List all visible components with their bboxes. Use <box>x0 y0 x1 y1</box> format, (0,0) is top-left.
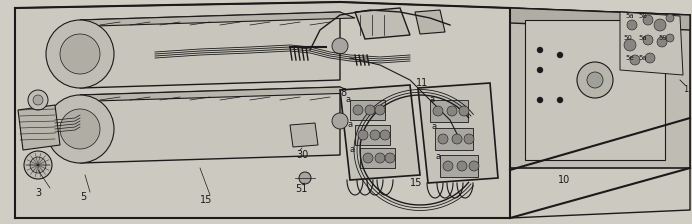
Circle shape <box>28 90 48 110</box>
Polygon shape <box>80 12 355 26</box>
Circle shape <box>438 134 448 144</box>
Text: a: a <box>435 152 440 161</box>
Polygon shape <box>510 8 690 30</box>
Text: 5: 5 <box>80 192 86 202</box>
Text: 30: 30 <box>296 150 308 160</box>
Text: 1: 1 <box>683 85 689 94</box>
Circle shape <box>537 47 543 53</box>
Text: 5a: 5a <box>625 13 634 19</box>
Circle shape <box>443 161 453 171</box>
Circle shape <box>33 95 43 105</box>
Circle shape <box>627 20 637 30</box>
Text: 51: 51 <box>295 184 307 194</box>
Circle shape <box>557 52 563 58</box>
Text: a: a <box>350 145 355 154</box>
Circle shape <box>353 105 363 115</box>
Circle shape <box>666 14 674 22</box>
Polygon shape <box>510 8 690 168</box>
Text: 50: 50 <box>623 35 632 41</box>
Circle shape <box>457 161 467 171</box>
Circle shape <box>46 20 114 88</box>
Circle shape <box>577 62 613 98</box>
Text: 58: 58 <box>638 13 647 19</box>
Text: a: a <box>348 120 353 129</box>
Circle shape <box>433 106 443 116</box>
Circle shape <box>452 134 462 144</box>
Circle shape <box>299 172 311 184</box>
Polygon shape <box>80 87 355 101</box>
Polygon shape <box>355 8 410 39</box>
Circle shape <box>46 95 114 163</box>
Circle shape <box>469 161 479 171</box>
Bar <box>525 20 665 160</box>
Bar <box>430 100 468 122</box>
Bar <box>360 148 395 168</box>
Circle shape <box>375 153 385 163</box>
Text: 59: 59 <box>658 35 667 41</box>
Circle shape <box>537 67 543 73</box>
Circle shape <box>654 19 666 31</box>
Circle shape <box>60 109 100 149</box>
Circle shape <box>332 38 348 54</box>
Circle shape <box>459 106 469 116</box>
Text: 5a: 5a <box>638 35 646 41</box>
Text: 15: 15 <box>200 195 212 205</box>
Text: 15: 15 <box>410 178 422 188</box>
Circle shape <box>370 130 380 140</box>
Circle shape <box>30 157 46 173</box>
Circle shape <box>24 151 52 179</box>
Polygon shape <box>290 123 318 147</box>
Polygon shape <box>340 85 420 180</box>
Text: 3: 3 <box>35 188 41 198</box>
Circle shape <box>666 34 674 42</box>
Text: a: a <box>345 95 350 104</box>
Circle shape <box>587 72 603 88</box>
Circle shape <box>643 35 653 45</box>
Circle shape <box>557 97 563 103</box>
Circle shape <box>380 130 390 140</box>
Circle shape <box>358 130 368 140</box>
Text: 10: 10 <box>558 175 570 185</box>
Bar <box>350 100 385 120</box>
Circle shape <box>332 113 348 129</box>
Circle shape <box>60 34 100 74</box>
Text: 5a: 5a <box>638 55 646 61</box>
Circle shape <box>624 39 636 51</box>
Polygon shape <box>80 87 340 163</box>
Circle shape <box>447 106 457 116</box>
Circle shape <box>537 97 543 103</box>
Polygon shape <box>620 12 683 75</box>
Circle shape <box>643 15 653 25</box>
Circle shape <box>630 55 640 65</box>
Circle shape <box>385 153 395 163</box>
Polygon shape <box>18 105 60 150</box>
Circle shape <box>645 53 655 63</box>
Polygon shape <box>415 10 445 34</box>
Circle shape <box>363 153 373 163</box>
Text: a: a <box>432 122 437 131</box>
Polygon shape <box>80 12 340 88</box>
Bar <box>355 125 390 145</box>
Text: 8: 8 <box>340 88 346 98</box>
Circle shape <box>365 105 375 115</box>
Circle shape <box>464 134 474 144</box>
Text: 11: 11 <box>416 78 428 88</box>
Circle shape <box>375 105 385 115</box>
Bar <box>440 155 478 177</box>
Bar <box>435 128 473 150</box>
Polygon shape <box>418 83 498 183</box>
Text: 5e: 5e <box>625 55 634 61</box>
Text: a: a <box>430 95 435 104</box>
Polygon shape <box>15 2 690 218</box>
Circle shape <box>657 37 667 47</box>
